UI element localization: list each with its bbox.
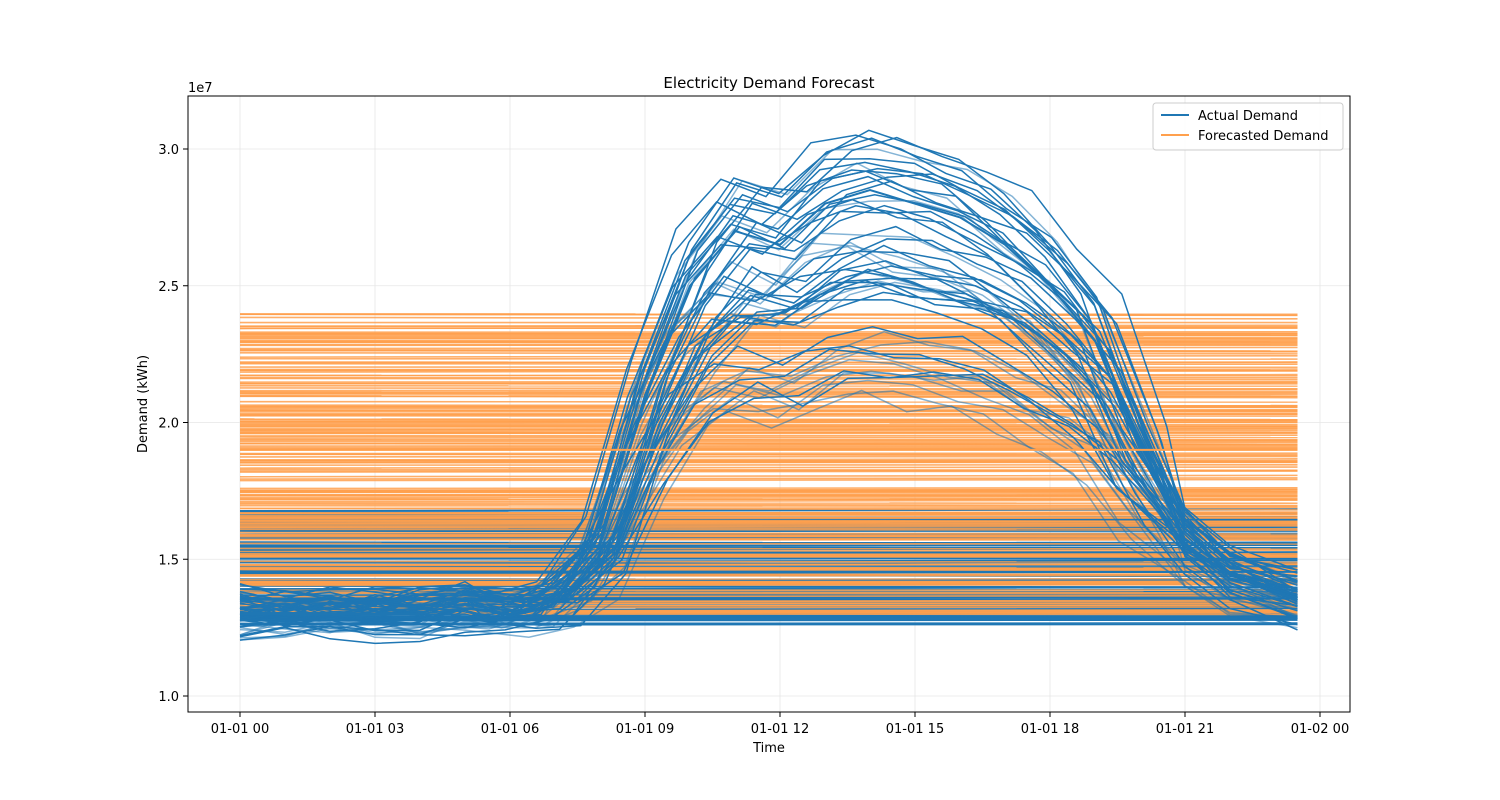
- forecast-band-line: [239, 436, 1298, 439]
- x-tick-label: 01-01 15: [886, 722, 944, 737]
- forecast-band-line: [239, 474, 1298, 478]
- y-tick-label: 1.5: [158, 553, 179, 568]
- actual-band-line: [239, 585, 1298, 588]
- forecast-band-line: [239, 519, 1298, 523]
- actual-demand-curve: [239, 260, 1298, 614]
- forecast-band-line: [239, 531, 1298, 535]
- forecast-band-line: [239, 577, 1298, 581]
- forecast-band-line: [239, 533, 1298, 537]
- legend-label-forecast: Forecasted Demand: [1198, 129, 1329, 144]
- x-axis-label: Time: [752, 741, 785, 756]
- actual-demand-line: [240, 188, 1298, 616]
- x-tick-label: 01-02 00: [1291, 722, 1349, 737]
- x-tick-label: 01-01 00: [211, 722, 269, 737]
- forecast-band-line: [239, 341, 1298, 345]
- actual-demand-curve: [239, 390, 1298, 639]
- forecast-band-line: [239, 334, 1298, 338]
- actual-band-line: [239, 544, 1298, 548]
- forecast-band-line: [239, 528, 1298, 531]
- x-axis: 01-01 00 01-01 03 01-01 06 01-01 09 01-01 12…: [211, 712, 1349, 737]
- series-lines: [240, 188, 1298, 616]
- forecast-band-line: [239, 368, 1298, 372]
- forecast-band-line: [239, 477, 1298, 480]
- forecast-band-line: [239, 486, 1298, 490]
- y-tick-label: 2.0: [158, 417, 179, 432]
- y-axis: 1.0 1.5 2.0 2.5 3.0: [158, 143, 188, 705]
- x-tick-label: 01-01 06: [481, 722, 539, 737]
- y-axis-label: Demand (kWh): [136, 355, 151, 453]
- forecast-band-line: [239, 478, 1298, 482]
- y-tick-label: 3.0: [158, 143, 179, 158]
- forecast-band-line: [239, 503, 1298, 507]
- forecast-band-line: [239, 349, 1298, 352]
- actual-demand-curve: [239, 129, 1298, 609]
- forecast-band-line: [239, 495, 1298, 499]
- forecast-band-line: [239, 560, 1298, 563]
- chart-title: Electricity Demand Forecast: [663, 74, 874, 92]
- forecast-band-line: [239, 549, 1298, 553]
- forecast-band-line: [239, 552, 1298, 556]
- forecast-band-line: [239, 512, 1298, 516]
- actual-demand-curve: [239, 137, 1298, 616]
- forecast-band-line: [239, 542, 1298, 545]
- forecast-band-line: [239, 494, 1298, 497]
- forecast-band-line: [239, 346, 1298, 350]
- actual-demand-curve: [239, 241, 1298, 606]
- forecast-band-line: [239, 377, 1298, 381]
- actual-demand-curve: [239, 279, 1298, 645]
- actual-demand-curve: [239, 348, 1298, 641]
- forecast-band-line: [239, 351, 1298, 355]
- forecast-band-line: [239, 574, 1298, 577]
- y-tick-label: 1.0: [158, 690, 179, 705]
- forecast-band-line: [239, 583, 1298, 587]
- x-tick-label: 01-01 03: [346, 722, 404, 737]
- forecast-band-line: [239, 497, 1298, 501]
- forecast-band-line: [239, 326, 1298, 330]
- actual-demand-curve: [239, 268, 1298, 633]
- y-offset-label: 1e7: [188, 81, 213, 96]
- actual-demand-curve: [239, 281, 1298, 627]
- actual-demand-curve: [239, 167, 1298, 604]
- forecast-band-line: [239, 362, 1298, 366]
- actual-demand-curve: [239, 326, 1298, 604]
- actual-demand-curve: [239, 372, 1298, 641]
- forecast-band-line: [239, 434, 1298, 437]
- actual-demand-curve: [239, 389, 1298, 636]
- x-tick-label: 01-01 21: [1156, 722, 1214, 737]
- forecast-band-line: [239, 526, 1298, 530]
- forecast-band-line: [239, 506, 1298, 510]
- actual-demand-curve: [239, 271, 1298, 628]
- forecast-band-line: [239, 568, 1298, 572]
- forecast-band-line: [239, 504, 1298, 508]
- actual-demand-curve: [239, 283, 1298, 619]
- legend-box: [1152, 102, 1344, 151]
- forecast-band-line: [239, 332, 1298, 335]
- forecast-band-line: [239, 567, 1298, 571]
- legend-label-actual: Actual Demand: [1198, 109, 1298, 124]
- y-tick-label: 2.5: [158, 280, 179, 295]
- forecast-band-line: [239, 563, 1298, 566]
- plot-frame: [187, 95, 1351, 713]
- x-tick-label: 01-01 18: [1021, 722, 1079, 737]
- forecast-band-line: [239, 466, 1298, 469]
- forecast-band-line: [239, 390, 1298, 394]
- actual-demand-lines: [239, 129, 1298, 645]
- x-tick-label: 01-01 12: [751, 722, 809, 737]
- actual-demand-curve: [239, 291, 1298, 613]
- actual-demand-curve: [239, 351, 1298, 624]
- legend: Actual Demand Forecasted Demand: [1152, 102, 1344, 151]
- actual-demand-curve: [239, 162, 1298, 634]
- forecast-band-line: [239, 420, 1298, 424]
- forecast-band-line: [239, 537, 1298, 541]
- forecast-band-line: [239, 547, 1298, 550]
- actual-demand-curve: [239, 134, 1298, 602]
- forecast-band-line: [239, 324, 1298, 327]
- x-tick-label: 01-01 09: [616, 722, 674, 737]
- actual-demand-curve: [239, 379, 1298, 636]
- actual-demand-curve: [239, 277, 1298, 617]
- actual-demand-curve: [239, 345, 1298, 596]
